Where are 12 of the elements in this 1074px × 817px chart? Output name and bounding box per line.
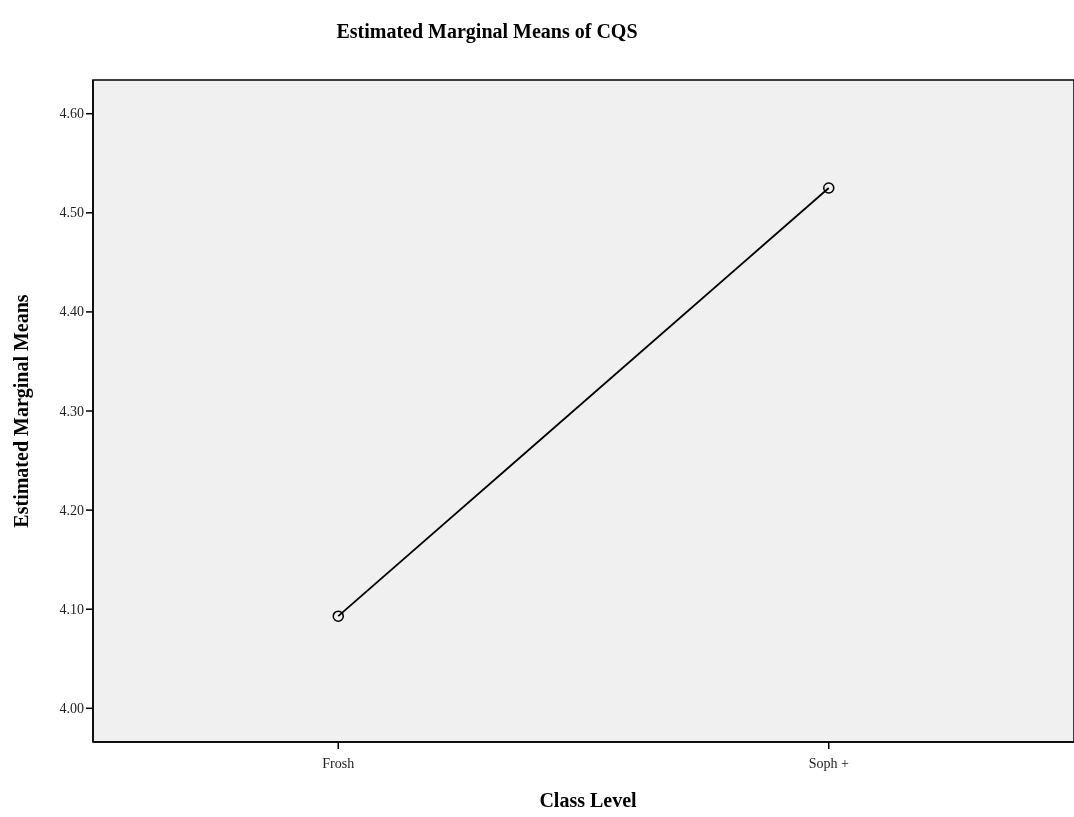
y-tick-label: 4.10	[59, 601, 84, 617]
y-tick-label: 4.40	[59, 304, 84, 320]
y-tick-label: 4.60	[59, 106, 84, 122]
y-tick-label: 4.20	[59, 502, 84, 518]
y-tick-label: 4.30	[59, 403, 84, 419]
y-axis-title: Estimated Marginal Means	[10, 294, 33, 528]
y-tick-label: 4.00	[59, 700, 84, 716]
x-tick-label: Frosh	[322, 756, 355, 771]
chart-title: Estimated Marginal Means of CQS	[336, 20, 638, 43]
x-axis-title: Class Level	[539, 789, 638, 811]
y-tick-label: 4.50	[59, 205, 84, 221]
x-tick-label: Soph +	[808, 756, 849, 771]
